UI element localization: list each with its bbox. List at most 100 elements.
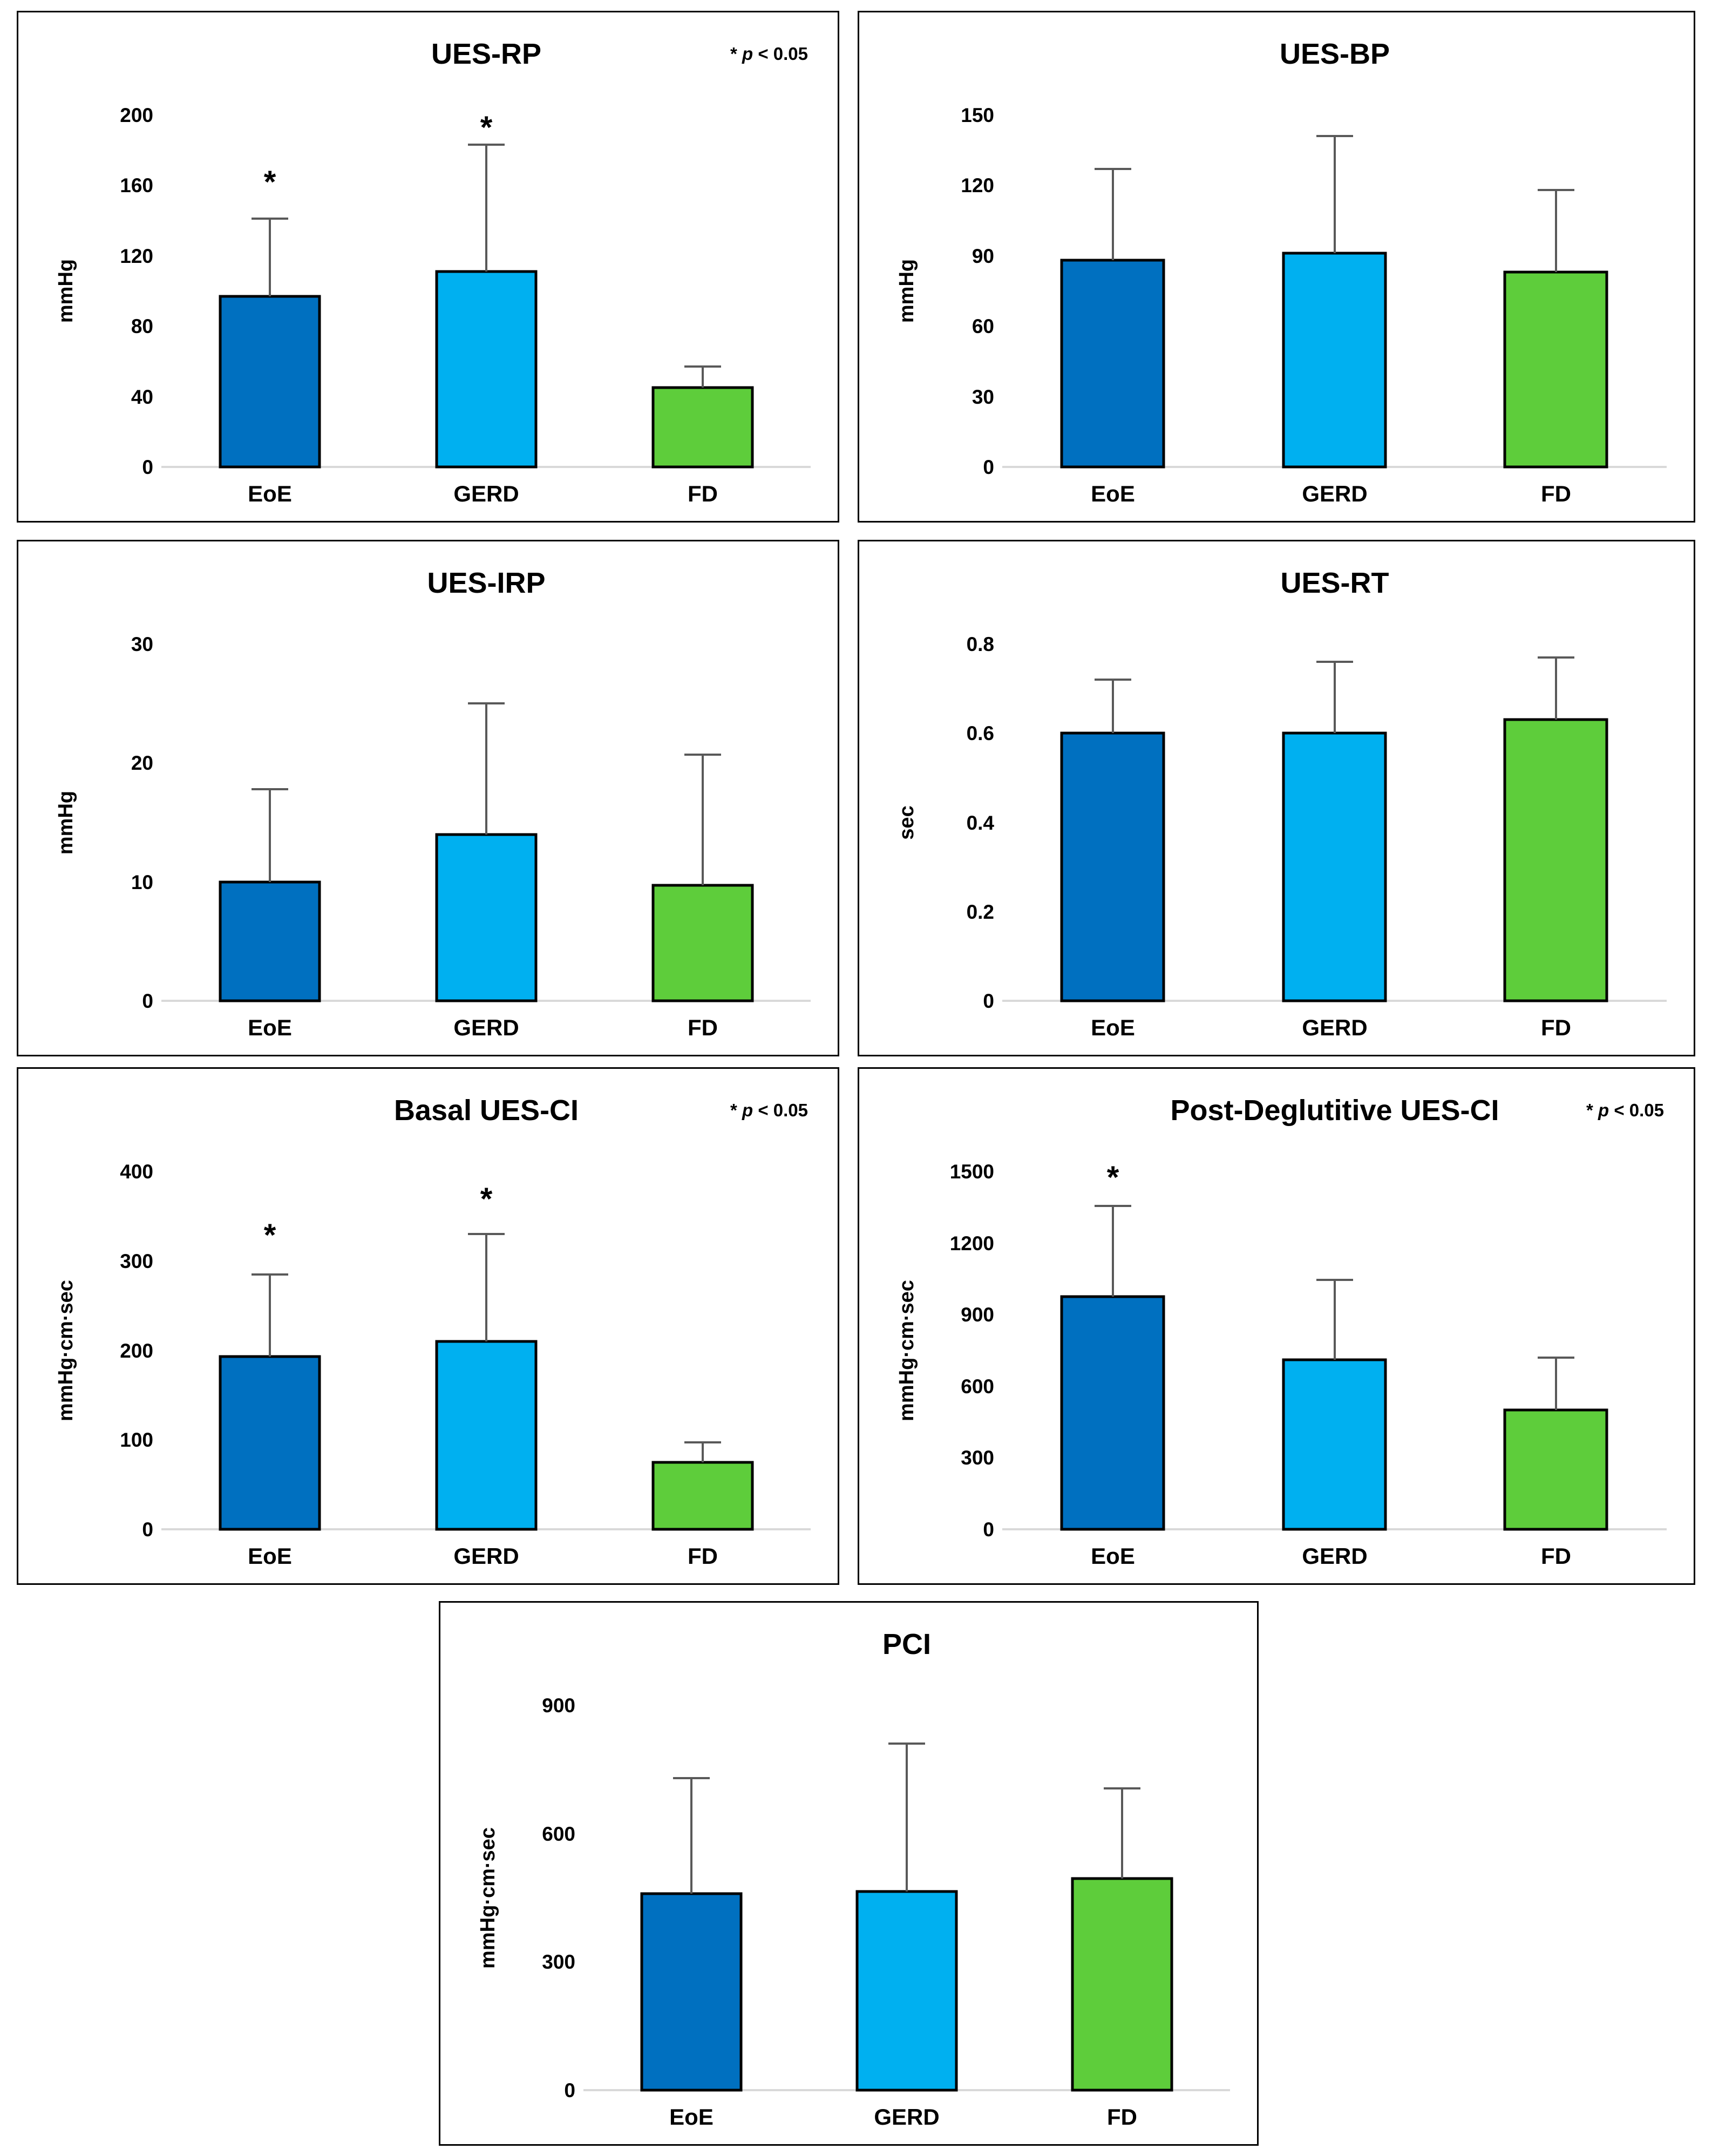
chart-canvas-post-deglutitive-ues-ci: Post-Deglutitive UES-CI * p < 0.05 0 300 600… xyxy=(895,1094,1667,1569)
bar-fd xyxy=(1503,718,1608,1002)
chart-title: UES-RP xyxy=(431,38,541,70)
y-tick-label: 600 xyxy=(961,1375,994,1398)
y-tick-label: 160 xyxy=(120,174,153,196)
x-category-label-fd: FD xyxy=(1541,1543,1571,1569)
chart-title: UES-IRP xyxy=(427,567,545,599)
y-tick-label: 900 xyxy=(961,1304,994,1326)
bar-gerd xyxy=(435,270,538,469)
y-tick-label: 300 xyxy=(961,1447,994,1469)
chart-canvas-ues-bp: UES-BP 0 30 60 90 120 150 mmHg EoE GERD FD xyxy=(895,38,1667,506)
y-axis-label: mmHg·cm·sec xyxy=(895,1280,918,1421)
significance-note: * p < 0.05 xyxy=(1586,1100,1664,1120)
chart-basal-ues-ci: Basal UES-CI * p < 0.05 0 100 200 300 400 mmHg·… xyxy=(17,1067,839,1585)
x-category-label-eoe: EoE xyxy=(1091,1543,1135,1569)
y-tick-label: 900 xyxy=(542,1694,575,1717)
chart-title: UES-RT xyxy=(1281,567,1389,599)
significance-asterisk-eoe: * xyxy=(1107,1160,1119,1195)
x-category-label-gerd: GERD xyxy=(453,1015,519,1040)
x-category-label-fd: FD xyxy=(688,1015,718,1040)
y-tick-label: 20 xyxy=(131,752,153,774)
y-tick-label: 0 xyxy=(564,2079,575,2101)
bar-gerd xyxy=(1282,731,1387,1002)
y-axis-label: mmHg xyxy=(55,791,77,855)
x-category-label-eoe: EoE xyxy=(248,1015,292,1040)
chart-post-deglutitive-ues-ci: Post-Deglutitive UES-CI * p < 0.05 0 300 600… xyxy=(858,1067,1695,1585)
y-tick-label: 0 xyxy=(983,990,994,1012)
chart-ues-rp: UES-RP * p < 0.05 0 40 80 120 160 200 mmHg * EoE * G… xyxy=(17,11,839,523)
chart-ues-irp: UES-IRP 0 10 20 30 mmHg EoE GERD FD xyxy=(17,540,839,1056)
x-category-label-eoe: EoE xyxy=(1091,481,1135,506)
bar-fd xyxy=(1503,1408,1608,1531)
bar-fd xyxy=(651,884,754,1002)
y-tick-label: 0.8 xyxy=(967,633,994,655)
x-category-label-gerd: GERD xyxy=(1302,1015,1367,1040)
y-tick-label: 120 xyxy=(120,245,153,267)
y-tick-label: 30 xyxy=(131,633,153,655)
x-category-label-gerd: GERD xyxy=(1302,481,1367,506)
y-tick-label: 400 xyxy=(120,1161,153,1183)
chart-ues-bp: UES-BP 0 30 60 90 120 150 mmHg EoE GERD FD xyxy=(858,11,1695,523)
x-category-label-fd: FD xyxy=(1541,1015,1571,1040)
bar-gerd xyxy=(435,833,538,1002)
x-category-label-fd: FD xyxy=(688,1543,718,1569)
x-category-label-eoe: EoE xyxy=(248,1543,292,1569)
significance-asterisk-gerd: * xyxy=(480,1182,493,1217)
y-tick-label: 40 xyxy=(131,386,153,408)
bar-eoe xyxy=(1060,259,1165,469)
bar-gerd xyxy=(1282,1358,1387,1531)
x-category-label-fd: FD xyxy=(688,481,718,506)
bar-eoe xyxy=(1060,731,1165,1002)
chart-canvas-ues-rt: UES-RT 0 0.2 0.4 0.6 0.8 sec EoE GERD FD xyxy=(895,567,1667,1040)
y-tick-label: 150 xyxy=(961,104,994,126)
y-axis-label: mmHg·cm·sec xyxy=(477,1827,499,1969)
bar-eoe xyxy=(640,1892,743,2092)
bar-fd xyxy=(1503,270,1608,469)
x-category-label-eoe: EoE xyxy=(669,2104,714,2130)
chart-pci: PCI 0 300 600 900 mmHg·cm·sec EoE GERD FD xyxy=(439,1601,1259,2146)
bar-fd xyxy=(1071,1877,1173,2092)
significance-note: * p < 0.05 xyxy=(730,44,808,64)
chart-title: Post-Deglutitive UES-CI xyxy=(1170,1094,1499,1127)
y-axis-label: mmHg·cm·sec xyxy=(55,1280,77,1421)
chart-title: PCI xyxy=(882,1628,931,1660)
y-tick-label: 0 xyxy=(142,1518,153,1541)
y-axis-label: sec xyxy=(895,805,918,839)
y-tick-label: 80 xyxy=(131,315,153,337)
y-tick-label: 300 xyxy=(542,1951,575,1973)
bar-fd xyxy=(651,1461,754,1531)
x-category-label-gerd: GERD xyxy=(453,1543,519,1569)
y-tick-label: 60 xyxy=(972,315,994,337)
y-axis-label: mmHg xyxy=(895,259,918,323)
y-tick-label: 120 xyxy=(961,174,994,196)
bar-gerd xyxy=(1282,252,1387,469)
bar-eoe xyxy=(1060,1295,1165,1531)
y-tick-label: 0.2 xyxy=(967,901,994,923)
chart-ues-rt: UES-RT 0 0.2 0.4 0.6 0.8 sec EoE GERD FD xyxy=(858,540,1695,1056)
chart-title: Basal UES-CI xyxy=(394,1094,579,1127)
y-tick-label: 300 xyxy=(120,1250,153,1272)
y-tick-label: 10 xyxy=(131,871,153,893)
chart-canvas-pci: PCI 0 300 600 900 mmHg·cm·sec EoE GERD FD xyxy=(477,1628,1230,2130)
chart-title: UES-BP xyxy=(1280,38,1390,70)
y-tick-label: 200 xyxy=(120,1340,153,1362)
bar-eoe xyxy=(219,1355,321,1531)
significance-asterisk-eoe: * xyxy=(264,1218,276,1253)
x-category-label-gerd: GERD xyxy=(453,481,519,506)
y-axis-label: mmHg xyxy=(55,259,77,323)
bar-fd xyxy=(651,386,754,469)
y-tick-label: 90 xyxy=(972,245,994,267)
x-category-label-fd: FD xyxy=(1541,481,1571,506)
bar-eoe xyxy=(219,880,321,1002)
significance-note: * p < 0.05 xyxy=(730,1100,808,1120)
chart-canvas-basal-ues-ci: Basal UES-CI * p < 0.05 0 100 200 300 400 mmHg·… xyxy=(55,1094,811,1569)
y-tick-label: 0 xyxy=(142,456,153,478)
x-category-label-gerd: GERD xyxy=(1302,1543,1367,1569)
chart-canvas-ues-irp: UES-IRP 0 10 20 30 mmHg EoE GERD FD xyxy=(55,567,811,1040)
y-tick-label: 1200 xyxy=(950,1232,994,1255)
y-tick-label: 600 xyxy=(542,1823,575,1845)
y-tick-label: 0.6 xyxy=(967,722,994,744)
x-category-label-fd: FD xyxy=(1107,2104,1137,2130)
y-tick-label: 1500 xyxy=(950,1161,994,1183)
bar-eoe xyxy=(219,295,321,469)
